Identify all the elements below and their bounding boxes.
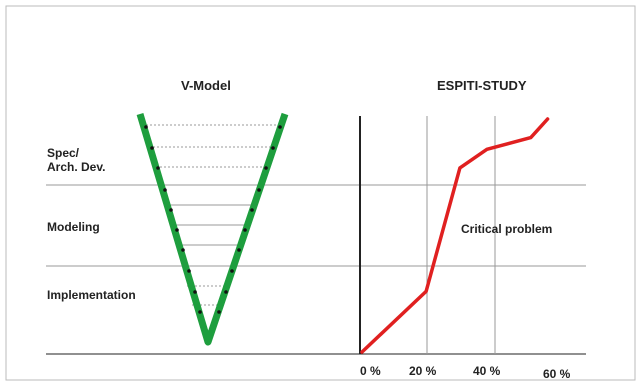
v-dot <box>264 166 268 170</box>
critical-problem-label: Critical problem <box>461 222 553 236</box>
x-tick-label: 40 % <box>473 364 501 378</box>
v-dot <box>193 290 197 294</box>
x-tick-label: 20 % <box>409 364 437 378</box>
v-dot <box>237 248 241 252</box>
v-dot <box>150 146 154 150</box>
v-dot <box>230 269 234 273</box>
phase-label-implementation: Implementation <box>47 288 136 302</box>
v-dot <box>187 269 191 273</box>
phase-label-modeling: Modeling <box>47 220 100 234</box>
figure-border <box>5 5 636 381</box>
v-dot <box>144 125 148 129</box>
v-model-rungs <box>146 124 278 306</box>
v-dot <box>181 248 185 252</box>
phase-label-spec: Spec/ <box>47 146 80 160</box>
v-dot <box>243 228 247 232</box>
v-dot <box>175 228 179 232</box>
v-dot <box>217 310 221 314</box>
critical-problem-curve <box>360 117 550 354</box>
v-dot <box>163 188 167 192</box>
v-dot <box>169 208 173 212</box>
v-dot <box>250 208 254 212</box>
v-dot <box>278 125 282 129</box>
v-dot <box>271 146 275 150</box>
v-dot <box>257 188 261 192</box>
x-tick-label: 0 % <box>360 364 381 378</box>
v-model-shape <box>136 112 289 346</box>
v-dot <box>198 310 202 314</box>
v-model-title: V-Model <box>181 78 231 93</box>
v-dot <box>224 290 228 294</box>
phase-label-arch-dev: Arch. Dev. <box>47 160 106 174</box>
study-title: ESPITI-STUDY <box>437 78 527 93</box>
x-tick-label: 60 % <box>543 367 571 381</box>
v-dot <box>156 166 160 170</box>
v-model-dots <box>144 125 282 314</box>
